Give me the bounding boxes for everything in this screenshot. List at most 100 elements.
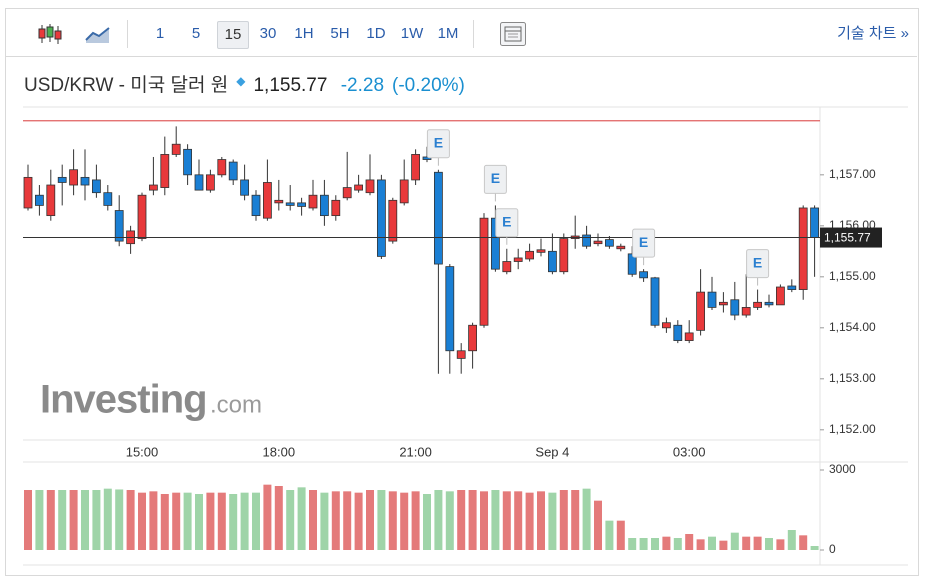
volume-bar [445, 491, 454, 550]
candle-body [240, 179, 250, 196]
candle-body [365, 179, 375, 194]
volume-bar [58, 490, 67, 550]
volume-bar [103, 488, 112, 550]
candle-body [730, 299, 740, 316]
candle-body [137, 194, 147, 239]
candle-body [787, 285, 797, 290]
y-tick-label: 1,157.00 [829, 167, 876, 181]
volume-bar [753, 536, 762, 550]
volume-bar [776, 539, 785, 550]
event-marker[interactable]: E [483, 164, 507, 202]
interval-button[interactable]: 1 [155, 25, 165, 42]
settings-icon[interactable] [499, 21, 527, 47]
candle-body [285, 202, 295, 206]
candle-body [80, 176, 90, 186]
volume-bar [115, 489, 124, 550]
interval-button[interactable]: 30 [259, 25, 277, 42]
volume-bar [559, 490, 568, 550]
volume-bar [217, 492, 226, 550]
volume-bar [708, 536, 716, 550]
volume-bar [696, 539, 705, 550]
volume-bar [616, 520, 625, 550]
candle-body [148, 184, 158, 191]
event-label: E [502, 213, 511, 229]
event-marker[interactable]: E [632, 228, 656, 266]
event-marker[interactable]: E [426, 129, 450, 166]
candle-body [92, 179, 101, 194]
candle-body [776, 286, 785, 306]
interval-button[interactable]: 1H [294, 25, 314, 42]
interval-button[interactable]: 1D [366, 25, 386, 42]
candle-body [262, 182, 272, 219]
last-price-label: 1,155.77 [824, 231, 871, 245]
candle-body [456, 350, 466, 359]
volume-bar [411, 491, 420, 550]
candle-body [69, 169, 78, 186]
volume-bar [309, 490, 317, 550]
volume-bar [673, 538, 682, 550]
event-box [426, 129, 450, 159]
change: -2.28 [340, 75, 385, 96]
volume-bar [195, 494, 203, 550]
event-label: E [639, 234, 648, 250]
interval-button[interactable]: 5 [191, 25, 201, 42]
candle-body [468, 324, 478, 352]
candle-body [46, 184, 56, 217]
candle-body [354, 184, 364, 191]
interval-button[interactable]: 1W [400, 25, 424, 42]
quote-header: USD/KRW - 미국 달러 원 ◆ 1,155.77 -2.28 (-0.20%) [24, 74, 465, 96]
candle-body [205, 174, 215, 191]
volume-bar [651, 538, 659, 550]
interval-button[interactable]: 5H [330, 25, 350, 42]
candle-body [684, 332, 694, 341]
candle-body [171, 143, 181, 155]
volume-bar [343, 491, 352, 550]
volume-bar [765, 538, 773, 550]
volume-bar [810, 546, 819, 550]
last-price: 1,155.77 [253, 75, 328, 96]
event-marker[interactable]: E [746, 249, 770, 286]
event-box [495, 208, 519, 238]
toolbar: 1 5 15 30 1H 5H 1D 1W 1M 기술 차트 » [5, 8, 917, 57]
candle-body [650, 277, 660, 326]
event-marker[interactable]: E [495, 208, 519, 245]
candle-body [525, 250, 534, 260]
volume-bar [263, 484, 272, 550]
volume-bar [685, 534, 694, 550]
volume-bar [514, 491, 523, 550]
candle-body [57, 176, 67, 183]
volume-bar [81, 490, 89, 550]
candle-body [536, 249, 546, 253]
volume-bar [502, 491, 511, 550]
candle-icon[interactable] [35, 22, 65, 46]
y-tick-label: 1,153.00 [829, 371, 876, 385]
interval-button[interactable]: 1M [437, 25, 459, 42]
y-tick-label: 1,155.00 [829, 269, 876, 283]
x-tick-label: 03:00 [673, 444, 706, 459]
volume-bar [537, 491, 545, 550]
volume-bar [799, 535, 808, 550]
x-tick-label: 21:00 [399, 444, 432, 459]
interval-button[interactable]: 15 [217, 21, 249, 49]
volume-bar [571, 490, 580, 550]
candle-body [502, 261, 512, 273]
volume-bar [742, 536, 751, 550]
candle-body [662, 322, 671, 329]
watermark: Investing [40, 378, 207, 422]
volume-bar [457, 490, 466, 550]
candle-body [274, 199, 284, 204]
candle-body [399, 179, 409, 204]
event-label: E [753, 254, 762, 270]
volume-tick-label: 3000 [829, 462, 856, 476]
separator [127, 20, 128, 48]
candle-body [319, 194, 329, 217]
candle-body [103, 192, 113, 206]
line-icon[interactable] [85, 24, 111, 44]
volume-bar [46, 490, 55, 550]
technical-chart-link[interactable]: 기술 차트 » [837, 25, 909, 42]
y-tick-label: 1,154.00 [829, 320, 876, 334]
volume-bar [252, 492, 260, 550]
volume-bar [92, 490, 101, 550]
volume-bar [434, 490, 443, 550]
